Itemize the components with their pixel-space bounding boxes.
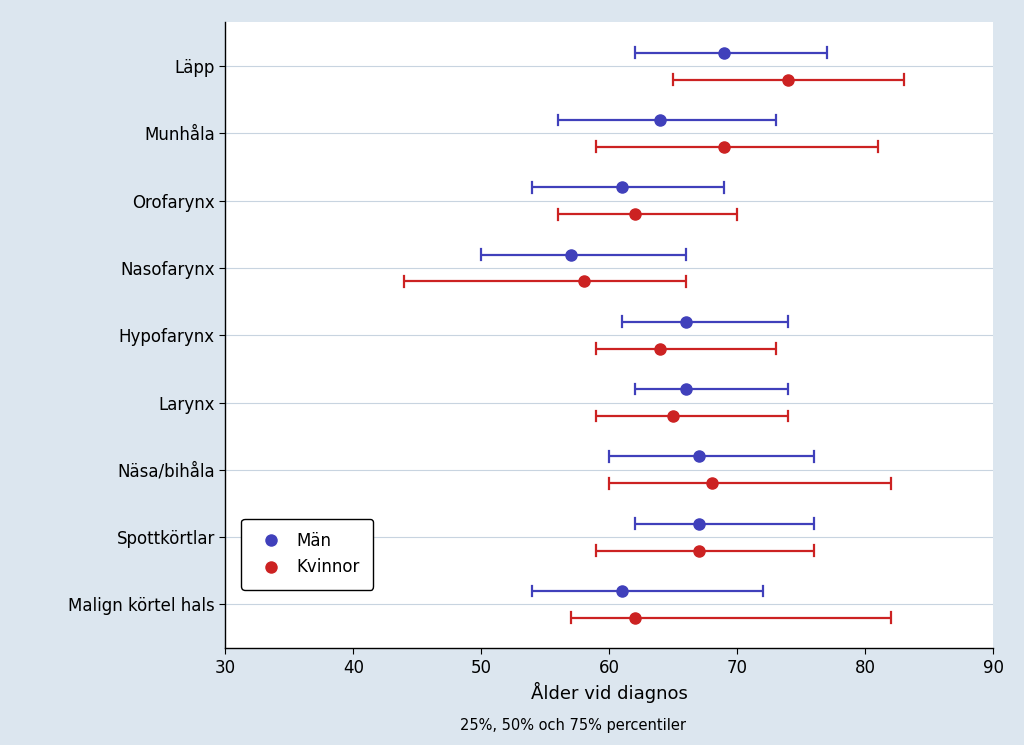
Text: 25%, 50% och 75% percentiler: 25%, 50% och 75% percentiler: [461, 718, 686, 733]
X-axis label: Ålder vid diagnos: Ålder vid diagnos: [530, 682, 688, 703]
Legend: Män, Kvinnor: Män, Kvinnor: [242, 519, 373, 590]
